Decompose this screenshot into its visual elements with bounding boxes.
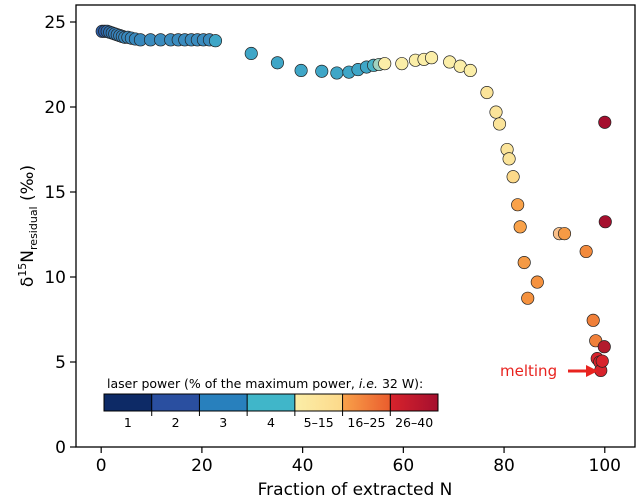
data-point <box>597 340 611 354</box>
y-tick-label: 10 <box>44 268 66 288</box>
colorbar-bin-label: 2 <box>172 415 180 430</box>
data-point <box>579 244 593 259</box>
data-point <box>208 34 223 48</box>
y-axis-title-sup: 15 <box>16 263 29 277</box>
colorbar-bins <box>104 394 438 416</box>
x-tick-label: 0 <box>96 456 107 476</box>
data-point <box>378 57 392 71</box>
data-point <box>598 115 612 129</box>
data-point <box>586 313 600 327</box>
data-point <box>463 63 477 77</box>
data-point <box>598 215 612 229</box>
y-axis: 0 5 10 15 20 25 <box>44 13 76 458</box>
data-point <box>489 105 503 119</box>
data-point <box>330 66 344 80</box>
colorbar-title-end: 32 W): <box>378 376 423 391</box>
data-point <box>513 220 527 234</box>
data-point <box>521 291 535 305</box>
colorbar-bin-label: 16–25 <box>347 415 385 430</box>
y-tick-label: 15 <box>44 183 66 203</box>
data-point <box>424 51 439 65</box>
data-point <box>511 198 525 212</box>
y-tick-label: 25 <box>44 13 66 33</box>
x-tick-label: 80 <box>493 456 515 476</box>
data-point <box>595 354 609 368</box>
melting-label: melting <box>500 362 557 380</box>
colorbar-bin <box>151 394 200 411</box>
data-point <box>517 255 531 270</box>
colorbar-bin <box>247 394 295 411</box>
colorbar-bin-label: 5–15 <box>304 415 334 430</box>
colorbar-bin <box>199 394 248 411</box>
colorbar-frame <box>103 393 439 412</box>
colorbar-bin-label: 1 <box>124 415 132 430</box>
data-point <box>530 275 544 289</box>
data-point <box>557 227 572 241</box>
colorbar-bin <box>104 394 152 411</box>
y-axis-title-suffix: (‰) <box>18 165 38 206</box>
y-axis-title-sub: residual <box>27 206 40 250</box>
colorbar-labels: 1 2 3 4 5–15 16–25 26–40 <box>124 415 433 430</box>
colorbar-bin <box>294 394 343 411</box>
colorbar-legend: laser power (% of the maximum power, i.e… <box>103 376 439 430</box>
y-axis-title: δ15Nresidual (‰) <box>16 165 40 287</box>
x-tick-label: 60 <box>393 456 415 476</box>
data-point <box>492 117 507 131</box>
colorbar-bin-label: 3 <box>219 415 227 430</box>
colorbar-title-italic: i.e. <box>359 376 378 391</box>
x-axis: 0 20 40 60 80 100 <box>96 447 621 476</box>
data-point <box>294 63 308 77</box>
x-axis-title: Fraction of extracted N <box>258 480 453 500</box>
data-point <box>502 152 516 166</box>
scatter-series <box>95 24 612 378</box>
x-tick-label: 40 <box>292 456 314 476</box>
y-tick-label: 5 <box>55 353 66 373</box>
colorbar-bin <box>390 394 438 411</box>
y-tick-label: 0 <box>55 438 66 458</box>
x-tick-label: 100 <box>589 456 621 476</box>
data-point <box>395 57 409 71</box>
data-point <box>480 86 494 100</box>
colorbar-bin <box>342 394 391 411</box>
data-point <box>506 170 520 184</box>
colorbar-bin-label: 26–40 <box>395 415 433 430</box>
melting-annotation: melting <box>500 362 598 380</box>
x-tick-label: 20 <box>191 456 213 476</box>
y-axis-title-main: N <box>18 250 38 263</box>
y-tick-label: 20 <box>44 98 66 118</box>
data-point <box>244 46 258 60</box>
plot-area-frame <box>75 4 636 448</box>
melting-arrow-head <box>586 365 598 377</box>
colorbar-title: laser power (% of the maximum power, i.e… <box>107 376 423 391</box>
data-point <box>270 56 284 70</box>
colorbar-bin-label: 4 <box>267 415 275 430</box>
colorbar-title-text: laser power (% of the maximum power, <box>107 376 359 391</box>
y-axis-title-prefix: δ <box>18 277 38 287</box>
data-point <box>315 64 329 78</box>
